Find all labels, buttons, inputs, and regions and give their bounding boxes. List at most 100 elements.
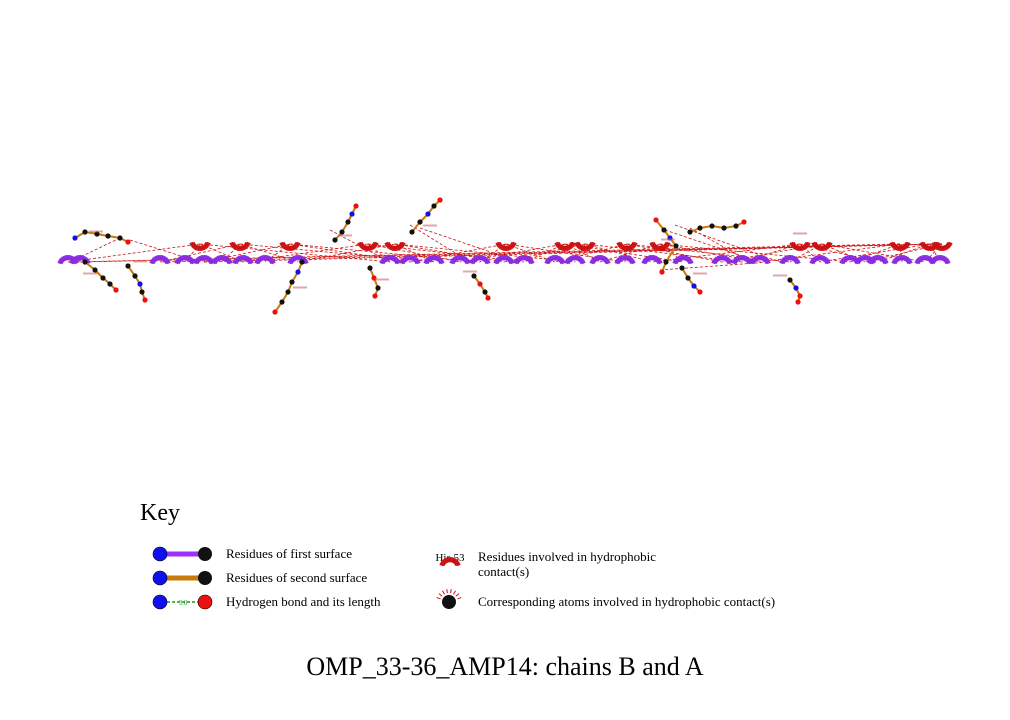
first-surface-arc xyxy=(564,255,586,265)
residue-label-mark xyxy=(375,278,389,281)
contact-line xyxy=(877,243,931,263)
second-surface-arc xyxy=(229,241,251,251)
residue-structure xyxy=(653,217,679,275)
contact-line xyxy=(819,243,931,263)
contact-line xyxy=(184,243,201,263)
contact-line xyxy=(505,243,556,263)
residue-label-mark xyxy=(83,272,97,275)
residue-structure xyxy=(409,197,443,235)
first-surface-arc xyxy=(254,255,276,265)
first-surface-arc xyxy=(493,255,515,265)
contact-line xyxy=(409,224,471,263)
contact-line xyxy=(584,243,653,263)
key-surface1-symbol xyxy=(152,546,212,562)
key-title: Key xyxy=(140,500,180,526)
key-hydrophobic-label: Residues involved in hydrophobic contact… xyxy=(478,549,657,579)
first-surface-arc xyxy=(779,255,801,265)
residue-label-mark xyxy=(661,238,675,241)
key-surface2-symbol xyxy=(152,570,212,586)
residue-structure xyxy=(332,203,359,243)
diagram-caption: OMP_33-36_AMP14: chains B and A xyxy=(306,652,704,681)
second-surface-arc xyxy=(574,241,596,251)
second-surface-arc xyxy=(789,241,811,251)
first-surface-arc xyxy=(749,255,771,265)
first-surface-arc xyxy=(287,255,309,265)
residue-label-mark xyxy=(423,224,437,227)
residue-structure xyxy=(367,265,381,299)
residue-structure xyxy=(679,265,703,295)
second-surface-arc xyxy=(495,241,517,251)
residue-structure xyxy=(72,229,131,245)
residue-label-mark xyxy=(133,260,147,263)
contact-line xyxy=(297,243,396,263)
residue-label-mark xyxy=(293,286,307,289)
contact-line xyxy=(159,243,931,263)
residue-stick-structures xyxy=(72,197,807,315)
first-surface-arc xyxy=(469,255,491,265)
first-surface-arc xyxy=(809,255,831,265)
residue-label-mark xyxy=(463,270,477,273)
second-surface-arc xyxy=(279,241,301,251)
first-surface-arc xyxy=(149,255,171,265)
residue-label-mark xyxy=(693,272,707,275)
residue-structure xyxy=(687,219,747,235)
first-surface-arc xyxy=(891,255,913,265)
first-surface-arc xyxy=(929,255,951,265)
contact-line xyxy=(664,229,761,263)
first-surface-arc xyxy=(193,255,215,265)
second-surface-arc xyxy=(189,241,211,251)
first-surface-arc xyxy=(174,255,196,265)
first-surface-arc xyxy=(211,255,233,265)
key-atoms-label: Corresponding atoms involved in hydropho… xyxy=(478,594,776,609)
second-surface-arc xyxy=(811,241,833,251)
residue-structure xyxy=(272,259,305,315)
contact-line xyxy=(67,243,901,263)
residue-structure xyxy=(471,273,491,301)
contact-line xyxy=(459,243,566,263)
second-surface-arc xyxy=(384,241,406,251)
first-surface-arc xyxy=(399,255,421,265)
residue-structure xyxy=(787,277,803,305)
residue-label-mark xyxy=(773,274,787,277)
second-surface-arc xyxy=(649,241,671,251)
first-surface-arc xyxy=(731,255,753,265)
key-hydrophobic-symbol: His 53 xyxy=(435,552,465,567)
contact-line xyxy=(599,243,661,263)
contact-line xyxy=(659,243,851,263)
key-hbond-label: Hydrogen bond and its length xyxy=(226,594,381,609)
contact-line xyxy=(626,243,723,263)
second-surface-arc xyxy=(889,241,911,251)
first-surface-arc xyxy=(589,255,611,265)
contact-line xyxy=(159,243,241,263)
residue-label-mark xyxy=(338,234,352,237)
first-surface-arc xyxy=(867,255,889,265)
residue-structure xyxy=(125,263,148,303)
key-atom-symbol xyxy=(436,589,462,609)
key-surface2-label: Residues of second surface xyxy=(226,570,368,585)
first-surface-arc xyxy=(614,255,636,265)
first-surface-residue-arcs xyxy=(57,255,951,265)
contact-line xyxy=(419,227,521,263)
second-surface-arc xyxy=(616,241,638,251)
first-surface-arc xyxy=(711,255,733,265)
first-surface-arc xyxy=(513,255,535,265)
first-surface-arc xyxy=(379,255,401,265)
second-surface-residue-arcs xyxy=(189,241,953,251)
contact-line xyxy=(289,243,481,263)
residue-structure xyxy=(82,259,119,293)
contact-line xyxy=(67,243,201,263)
key-hbond-symbol: 3.0 xyxy=(152,594,213,610)
second-surface-arc xyxy=(931,241,953,251)
contact-line xyxy=(203,243,943,263)
first-surface-arc xyxy=(423,255,445,265)
first-surface-arc xyxy=(449,255,471,265)
first-surface-arc xyxy=(641,255,663,265)
first-surface-arc xyxy=(232,255,254,265)
second-surface-arc xyxy=(357,241,379,251)
key-surface1-label: Residues of first surface xyxy=(226,546,352,561)
second-surface-arc xyxy=(554,241,576,251)
contact-line xyxy=(79,243,943,263)
first-surface-arc xyxy=(672,255,694,265)
first-surface-arc xyxy=(544,255,566,265)
